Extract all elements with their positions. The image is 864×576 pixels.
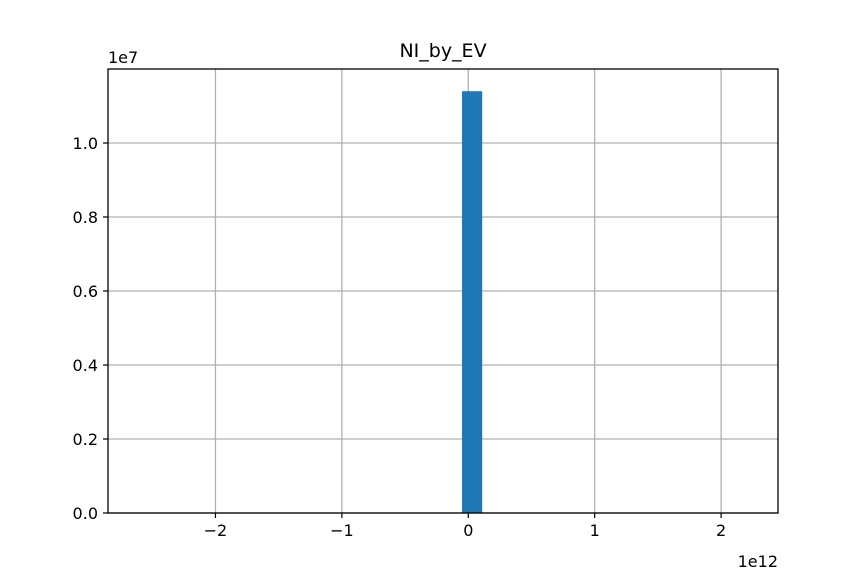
x-tick-label: −2 — [204, 521, 228, 540]
x-tick-label: 0 — [463, 521, 473, 540]
y-tick-label: 0.8 — [73, 208, 98, 227]
y-axis-offset-label: 1e7 — [108, 48, 138, 67]
y-tick-label: 0.4 — [73, 356, 98, 375]
y-tick-label: 0.0 — [73, 504, 98, 523]
x-tick-label: 1 — [590, 521, 600, 540]
bars — [461, 91, 483, 513]
chart-title: NI_by_EV — [399, 40, 486, 62]
y-tick-label: 1.0 — [73, 134, 98, 153]
ticks: −2 −1 0 1 2 0.0 0.2 0.4 0.6 0.8 1.0 — [73, 134, 727, 540]
x-tick-label: −1 — [330, 521, 354, 540]
y-tick-label: 0.2 — [73, 430, 98, 449]
y-tick-label: 0.6 — [73, 282, 98, 301]
histogram-bar — [461, 91, 483, 513]
x-axis-offset-label: 1e12 — [738, 552, 778, 571]
x-tick-label: 2 — [716, 521, 726, 540]
